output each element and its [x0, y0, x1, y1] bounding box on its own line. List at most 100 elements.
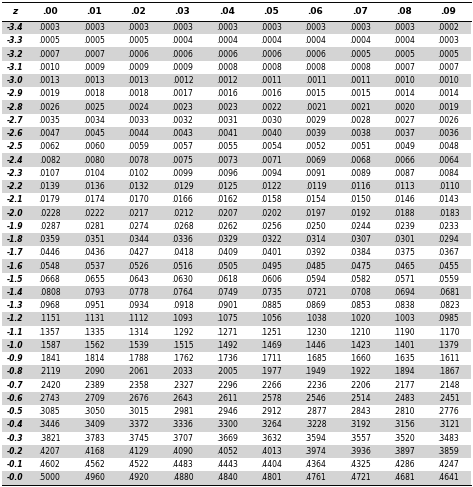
Text: .0136: .0136 — [83, 182, 105, 191]
Bar — [2, 312, 471, 326]
Text: .0139: .0139 — [39, 182, 61, 191]
Text: .0004: .0004 — [216, 37, 238, 45]
Text: .0014: .0014 — [438, 89, 459, 98]
Text: .0096: .0096 — [216, 169, 238, 178]
Text: .0869: .0869 — [305, 301, 326, 310]
Text: .1611: .1611 — [438, 354, 459, 363]
Text: .2877: .2877 — [305, 407, 326, 416]
Text: .1190: .1190 — [394, 328, 415, 337]
Text: .2451: .2451 — [438, 394, 459, 403]
Text: .0003: .0003 — [127, 23, 149, 32]
Text: .0003: .0003 — [260, 23, 282, 32]
Text: .0023: .0023 — [172, 103, 193, 112]
Text: .3156: .3156 — [393, 420, 415, 430]
Text: .0008: .0008 — [216, 63, 237, 72]
Text: .1093: .1093 — [172, 315, 193, 323]
Text: .0154: .0154 — [305, 195, 326, 204]
Text: .0027: .0027 — [393, 116, 415, 125]
Bar — [2, 418, 471, 431]
Text: .0013: .0013 — [127, 76, 149, 85]
Text: .0764: .0764 — [172, 288, 193, 297]
Text: -3.3: -3.3 — [7, 37, 23, 45]
Text: .2611: .2611 — [216, 394, 237, 403]
Text: .0384: .0384 — [349, 248, 371, 257]
Text: .3557: .3557 — [349, 434, 371, 443]
Text: .0336: .0336 — [172, 235, 193, 244]
Text: .0274: .0274 — [127, 222, 149, 231]
Text: .0853: .0853 — [349, 301, 371, 310]
Text: .0582: .0582 — [349, 275, 371, 284]
Text: .0024: .0024 — [127, 103, 149, 112]
Text: .0007: .0007 — [438, 63, 459, 72]
Text: .0037: .0037 — [393, 129, 415, 138]
Text: .1075: .1075 — [216, 315, 237, 323]
Text: .3409: .3409 — [83, 420, 105, 430]
Text: .0505: .0505 — [216, 262, 238, 270]
Text: .0007: .0007 — [83, 50, 105, 58]
Text: .0630: .0630 — [172, 275, 193, 284]
Text: .0392: .0392 — [305, 248, 326, 257]
Text: .2236: .2236 — [305, 381, 326, 390]
Text: .0455: .0455 — [438, 262, 459, 270]
Text: .0062: .0062 — [39, 142, 61, 151]
Text: .1736: .1736 — [216, 354, 237, 363]
Text: .0212: .0212 — [172, 208, 193, 218]
Text: .3520: .3520 — [393, 434, 415, 443]
Text: .08: .08 — [396, 7, 412, 16]
Text: .4681: .4681 — [394, 473, 415, 483]
Text: .1292: .1292 — [172, 328, 193, 337]
Text: .0526: .0526 — [127, 262, 149, 270]
Text: .2843: .2843 — [349, 407, 371, 416]
Text: .0475: .0475 — [349, 262, 371, 270]
Text: .0057: .0057 — [172, 142, 193, 151]
Text: .1977: .1977 — [260, 368, 282, 376]
Bar — [2, 127, 471, 140]
Text: .04: .04 — [219, 7, 235, 16]
Text: .3483: .3483 — [438, 434, 459, 443]
Text: .1210: .1210 — [349, 328, 370, 337]
Text: .0329: .0329 — [216, 235, 237, 244]
Text: .0008: .0008 — [260, 63, 282, 72]
Text: .0174: .0174 — [83, 195, 105, 204]
Text: .0043: .0043 — [172, 129, 193, 138]
Text: .02: .02 — [130, 7, 146, 16]
Text: -1.2: -1.2 — [7, 315, 23, 323]
Bar — [2, 445, 471, 458]
Text: .0015: .0015 — [305, 89, 326, 98]
Text: .0367: .0367 — [438, 248, 459, 257]
Text: .0005: .0005 — [393, 50, 415, 58]
Text: .0055: .0055 — [216, 142, 238, 151]
Text: .0069: .0069 — [305, 155, 326, 165]
Text: .0808: .0808 — [39, 288, 60, 297]
Text: .4090: .4090 — [172, 447, 193, 456]
Text: .0250: .0250 — [305, 222, 326, 231]
Text: .3050: .3050 — [83, 407, 105, 416]
Text: .0968: .0968 — [39, 301, 61, 310]
Text: .0075: .0075 — [172, 155, 193, 165]
Text: .0188: .0188 — [394, 208, 415, 218]
Text: .0183: .0183 — [438, 208, 459, 218]
Text: .0028: .0028 — [349, 116, 371, 125]
Text: .0548: .0548 — [39, 262, 61, 270]
Text: .3897: .3897 — [393, 447, 415, 456]
Text: .1170: .1170 — [438, 328, 459, 337]
Text: .2676: .2676 — [127, 394, 149, 403]
Text: .1814: .1814 — [83, 354, 105, 363]
Text: .0003: .0003 — [349, 23, 371, 32]
Text: .0322: .0322 — [260, 235, 282, 244]
Text: .4801: .4801 — [260, 473, 282, 483]
Text: .0985: .0985 — [438, 315, 459, 323]
Text: .0002: .0002 — [438, 23, 459, 32]
Text: .0007: .0007 — [38, 50, 61, 58]
Text: .2148: .2148 — [438, 381, 459, 390]
Text: .0003: .0003 — [216, 23, 238, 32]
Text: .4483: .4483 — [172, 460, 193, 469]
Text: .1379: .1379 — [438, 341, 459, 350]
Text: .0222: .0222 — [83, 208, 105, 218]
Text: .1038: .1038 — [305, 315, 326, 323]
Text: .0021: .0021 — [349, 103, 371, 112]
Text: .2005: .2005 — [216, 368, 237, 376]
Text: .0885: .0885 — [260, 301, 282, 310]
Text: .0643: .0643 — [127, 275, 149, 284]
Text: .0143: .0143 — [438, 195, 459, 204]
